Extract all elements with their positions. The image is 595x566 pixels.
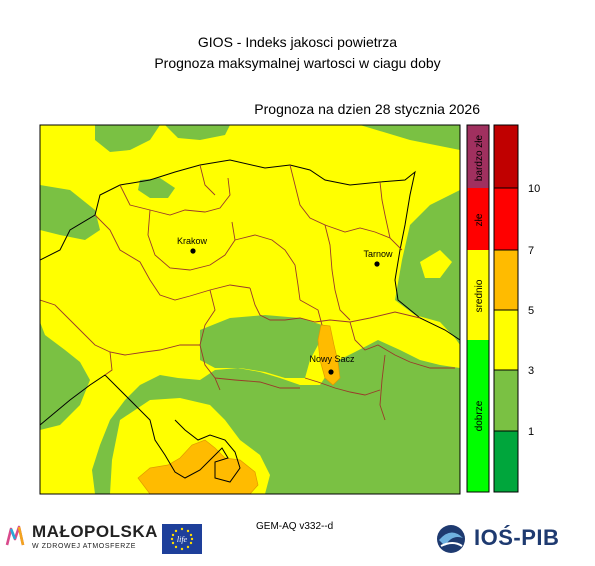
malopolska-tagline: W ZDROWEJ ATMOSFERZE [32,543,137,550]
scale-tick-label: 1 [528,426,534,438]
district-borders [40,164,455,421]
green-patch-top [95,125,160,152]
index-scale: 10 7 5 3 1 [493,124,540,493]
yellow-east [420,250,452,278]
category-srednio [467,250,489,340]
city-dot-icon [328,369,334,375]
southern-boundary [40,374,241,483]
city-krakow: Krakow [177,236,208,254]
green-patch-top2 [165,125,230,140]
scale-level-3 [494,310,518,370]
ios-pib-name: IOŚ-PIB [474,525,560,550]
outer-boundary [40,159,460,341]
scale-level-1 [494,431,518,492]
scale-level-6 [494,125,518,188]
city-nowy-sacz: Nowy Sacz [309,354,355,375]
city-dot-icon [374,261,380,267]
scale-tick-label: 7 [528,245,534,257]
green-patch-kr [138,178,175,198]
scale-level-4 [494,250,518,310]
scale-tick-label: 3 [528,365,534,377]
title-line2: Prognoza maksymalnej wartosci w ciagu do… [154,55,441,71]
category-label-srednio: srednio [474,279,485,312]
scale-tick-label: 5 [528,305,534,317]
city-label: Krakow [177,236,208,246]
forecast-date: Prognoza na dzien 28 stycznia 2026 [254,101,480,117]
ios-pib-mark-icon [437,525,465,553]
scale-tick-label: 10 [528,183,540,195]
city-tarnow: Tarnow [363,249,393,267]
malopolska-mark-icon [5,525,25,546]
forecast-map [40,125,460,494]
map-frame [39,124,461,495]
category-dobrze [467,340,489,492]
eu-flag-logo: life [162,524,202,554]
category-label-dobrze: dobrze [474,400,485,431]
green-central [200,315,322,378]
city-label: Tarnow [363,249,393,259]
malopolska-name: MAŁOPOLSKA [32,522,158,541]
city-dot-icon [190,248,196,254]
green-patch-nw [40,185,100,240]
scale-level-5 [494,188,518,250]
orange-nowysacz [317,324,341,386]
title-line1: GIOS - Indeks jakosci powietrza [197,34,398,50]
svg-text:life: life [177,535,188,544]
model-version: GEM-AQ v332--d [256,521,334,532]
category-bar: bardzo złe złe srednio dobrze [466,124,490,493]
category-label-bardzo-zle: bardzo złe [474,134,485,181]
yellow-zone [40,125,460,494]
scale-level-2 [494,370,518,431]
category-label-zle: złe [474,213,485,226]
category-zle [467,188,489,250]
city-label: Nowy Sacz [309,354,355,364]
